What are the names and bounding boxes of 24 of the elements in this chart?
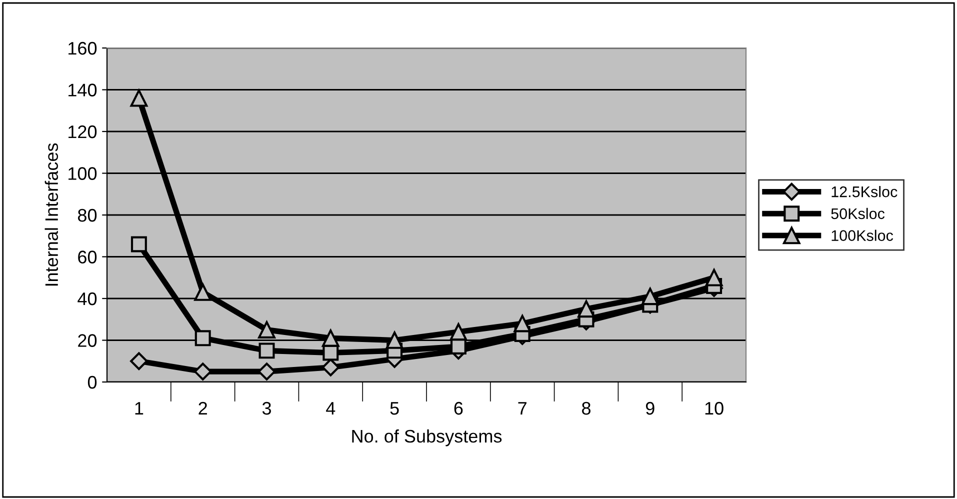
y-tick-label: 60	[78, 250, 97, 264]
y-tick-label: 0	[88, 376, 97, 389]
x-tick-label: 3	[262, 402, 271, 415]
legend-label: 100Ksloc	[832, 230, 894, 241]
y-tick-label: 140	[68, 84, 97, 96]
x-tick-label: 6	[454, 402, 463, 415]
x-tick-label: 10	[705, 402, 724, 415]
y-tick-label: 20	[78, 334, 97, 347]
y-tick-label: 160	[68, 42, 97, 55]
x-tick-label: 5	[390, 402, 399, 415]
y-tick-label: 120	[68, 125, 97, 138]
y-tick-label: 40	[78, 292, 97, 306]
x-tick-label: 2	[198, 402, 207, 415]
y-axis-title: Internal Interfaces	[44, 143, 58, 286]
x-tick-label: 7	[518, 402, 526, 415]
x-tick-label: 8	[582, 402, 590, 415]
legend-label: 12.5Ksloc	[832, 186, 898, 198]
y-tick-label: 80	[78, 208, 97, 222]
x-tick-label: 1	[135, 402, 144, 415]
x-axis-title: No. of Subsystems	[352, 429, 502, 446]
y-tick-label: 100	[68, 167, 97, 180]
x-tick-label: 9	[646, 402, 654, 415]
x-tick-label: 4	[326, 402, 336, 415]
legend-label: 50Ksloc	[831, 208, 885, 220]
